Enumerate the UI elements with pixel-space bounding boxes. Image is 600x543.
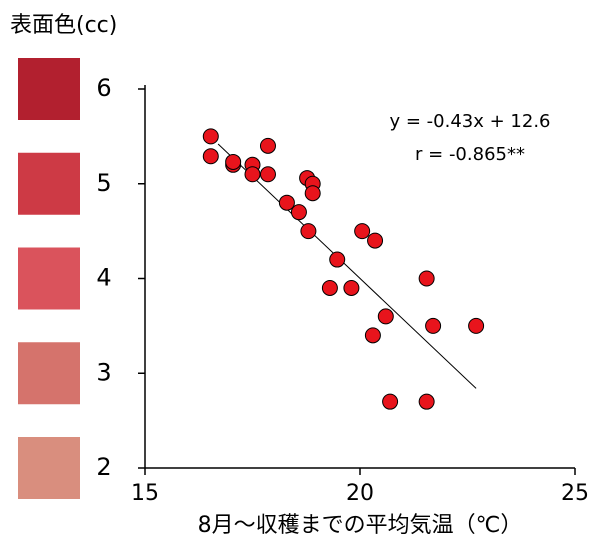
point — [330, 252, 345, 267]
point — [378, 309, 393, 324]
point — [291, 205, 306, 220]
point — [226, 154, 241, 169]
color-swatch — [18, 153, 80, 215]
y-tick-label: 4 — [96, 264, 111, 292]
color-swatch — [18, 437, 80, 499]
point — [344, 280, 359, 295]
x-tick-label: 25 — [561, 481, 589, 506]
point — [419, 271, 434, 286]
y-tick-label: 3 — [96, 358, 111, 386]
point — [260, 138, 275, 153]
point — [245, 167, 260, 182]
point — [305, 186, 320, 201]
point — [419, 394, 434, 409]
chart: 表面色(cc) 8月～収穫までの平均気温（℃） y = -0.43x + 12.… — [0, 0, 600, 543]
point — [301, 224, 316, 239]
x-tick-label: 15 — [131, 481, 159, 506]
y-tick-label: 6 — [96, 74, 111, 102]
x-axis-title: 8月～収穫までの平均気温（℃） — [198, 513, 523, 538]
point — [355, 224, 370, 239]
point — [469, 318, 484, 333]
y-tick-label: 2 — [96, 453, 111, 481]
y-tick-label: 5 — [96, 169, 111, 197]
point — [322, 280, 337, 295]
x-tick-label: 20 — [346, 481, 374, 506]
point — [383, 394, 398, 409]
point — [203, 149, 218, 164]
correlation: r = -0.865** — [415, 144, 525, 165]
point — [426, 318, 441, 333]
point — [260, 167, 275, 182]
equation: y = -0.43x + 12.6 — [389, 111, 550, 132]
y-axis-title: 表面色(cc) — [10, 13, 117, 38]
point — [365, 328, 380, 343]
point — [203, 129, 218, 144]
color-swatch — [18, 58, 80, 120]
color-swatch — [18, 248, 80, 310]
color-swatch — [18, 342, 80, 404]
point — [368, 233, 383, 248]
